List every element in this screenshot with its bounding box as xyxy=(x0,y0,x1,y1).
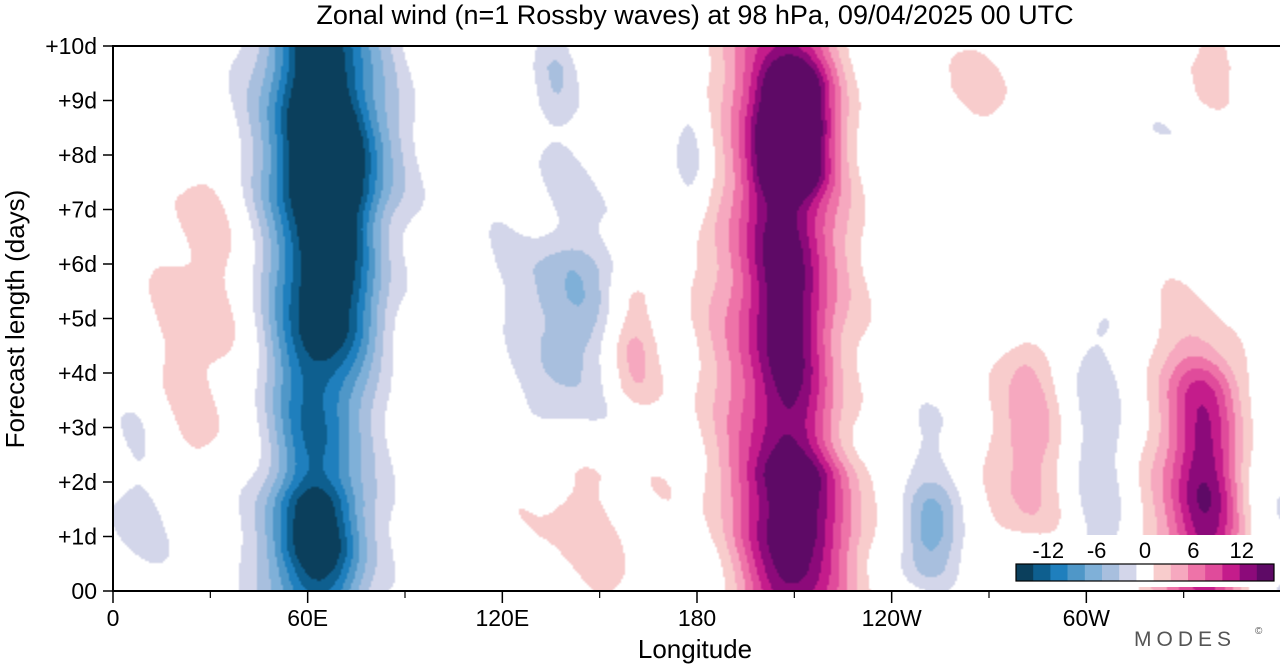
y-tick-label-0: 00 xyxy=(71,578,97,604)
x-tick-label-4: 120W xyxy=(862,605,922,631)
colorbar-cell-14 xyxy=(1256,564,1275,581)
colorbar-frame xyxy=(1015,563,1275,582)
x-axis-label: Longitude xyxy=(638,634,752,664)
x-tick-label-1: 60E xyxy=(287,605,328,631)
colorbar-label-4: 12 xyxy=(1230,538,1254,563)
colorbar-label-0: -12 xyxy=(1032,538,1064,563)
y-tick-label-4: +4d xyxy=(58,360,97,386)
x-tick-label-3: 180 xyxy=(678,605,716,631)
x-tick-label-0: 0 xyxy=(107,605,120,631)
colorbar-cell-6 xyxy=(1119,564,1137,581)
colorbar-cell-5 xyxy=(1102,564,1120,581)
zonal-wind-field xyxy=(113,46,1280,591)
y-axis-ticks: 00 +1d +2d +3d +4d +5d +6d +7d +8d +9d +10d xyxy=(45,33,113,604)
x-tick-label-2: 120E xyxy=(475,605,529,631)
colorbar-cell-7 xyxy=(1136,564,1154,581)
x-tick-label-5: 60W xyxy=(1063,605,1111,631)
y-tick-label-2: +2d xyxy=(58,469,97,495)
colorbar-label-1: -6 xyxy=(1087,538,1107,563)
x-axis-ticks: 0 60E 120E 180 120W 60W xyxy=(107,591,1185,631)
y-tick-label-3: +3d xyxy=(58,415,97,441)
chart-title: Zonal wind (n=1 Rossby waves) at 98 hPa,… xyxy=(316,0,1073,30)
plot-area xyxy=(112,45,1280,592)
colorbar-cell-12 xyxy=(1222,564,1240,581)
colorbar-label-3: 6 xyxy=(1187,538,1199,563)
colorbar-cells xyxy=(1016,564,1275,581)
colorbar-cell-4 xyxy=(1084,564,1103,581)
colorbar-label-2: 0 xyxy=(1139,538,1151,563)
colorbar-labels: -12 -6 0 6 12 xyxy=(1032,538,1254,563)
colorbar-cell-11 xyxy=(1205,564,1223,581)
y-tick-label-6: +6d xyxy=(58,251,97,277)
y-tick-label-8: +8d xyxy=(58,142,97,168)
colorbar-cell-0 xyxy=(1016,564,1034,581)
y-axis-label: Forecast length (days) xyxy=(0,190,30,449)
colorbar-cell-2 xyxy=(1050,564,1068,581)
colorbar-cell-3 xyxy=(1067,564,1086,581)
colorbar-cell-13 xyxy=(1239,564,1258,581)
y-tick-label-5: +5d xyxy=(58,306,97,332)
watermark-text: MODES xyxy=(1134,628,1236,651)
colorbar-cell-1 xyxy=(1033,564,1051,581)
watermark-mark: © xyxy=(1255,626,1267,637)
y-tick-label-10: +10d xyxy=(45,33,97,59)
colorbar-cell-10 xyxy=(1188,564,1206,581)
colorbar-legend: -12 -6 0 6 12 xyxy=(1008,535,1278,587)
colorbar-cell-8 xyxy=(1153,564,1172,581)
colorbar-cell-9 xyxy=(1170,564,1189,581)
y-tick-label-9: +9d xyxy=(58,88,97,114)
y-tick-label-7: +7d xyxy=(58,197,97,223)
y-tick-label-1: +1d xyxy=(58,524,97,550)
